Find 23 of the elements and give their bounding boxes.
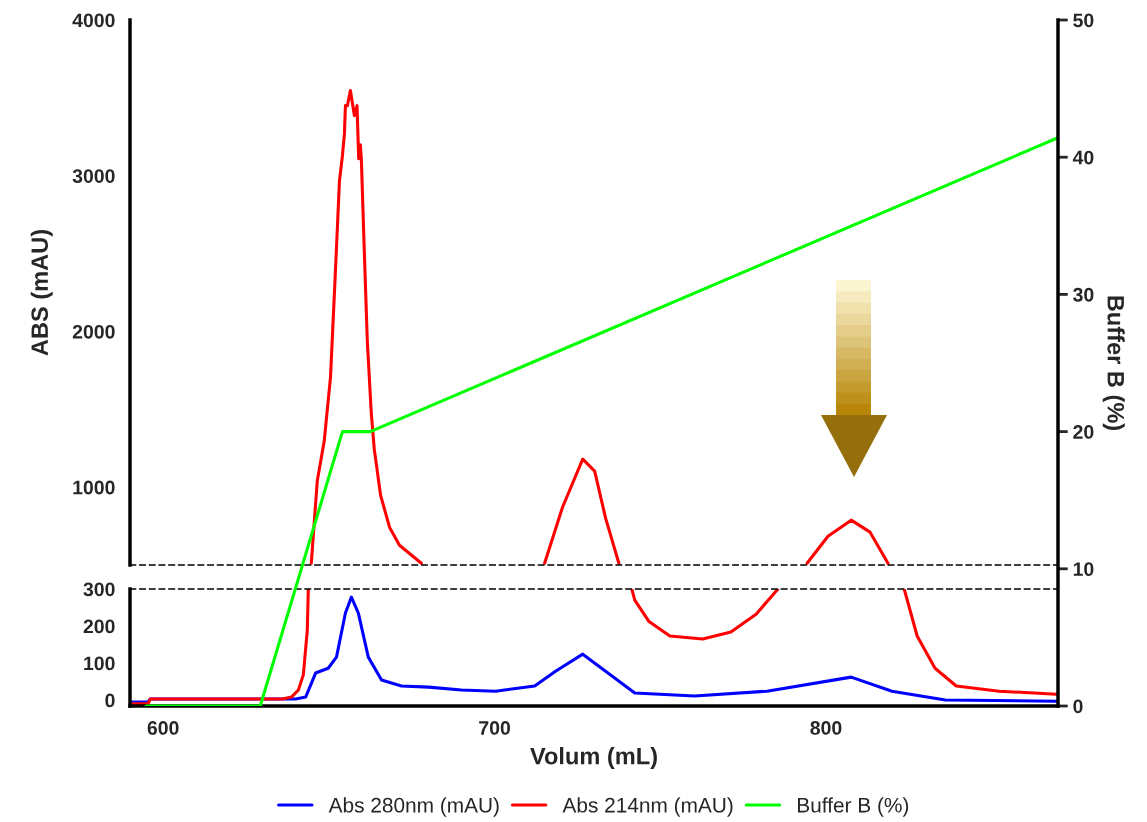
legend-label: Buffer B (%): [798, 797, 909, 817]
y2-tick-label: 0: [1073, 699, 1083, 714]
legend-label: Abs 280nm (mAU): [328, 797, 499, 817]
y2-tick-label: 50: [1073, 13, 1094, 28]
y-axis-title: ABS (mAU): [30, 230, 53, 356]
y-tick-label: 300: [83, 582, 115, 597]
y2-tick-label: 10: [1073, 562, 1094, 577]
y-tick-label: 200: [83, 619, 115, 634]
y-tick-label: 1000: [73, 480, 115, 495]
y-tick-label: 3000: [72, 169, 115, 183]
y2-tick-label: 30: [1073, 287, 1094, 302]
x-tick-label: 800: [810, 721, 842, 735]
y-tick-label: 0: [105, 693, 115, 708]
legend-label: Abs 214nm (mAU): [562, 797, 733, 817]
y-tick-label: 4000: [72, 13, 115, 28]
x-axis-title: Volum (mL): [530, 747, 657, 770]
y2-tick-label: 40: [1072, 150, 1094, 165]
y2-tick-label: 20: [1073, 425, 1094, 439]
y-tick-label: 2000: [72, 324, 115, 339]
x-tick-label: 700: [479, 721, 510, 735]
x-tick-label: 600: [147, 721, 179, 735]
y-tick-label: 100: [84, 656, 115, 671]
y2-axis-title: Buffer B (%): [1102, 296, 1125, 431]
